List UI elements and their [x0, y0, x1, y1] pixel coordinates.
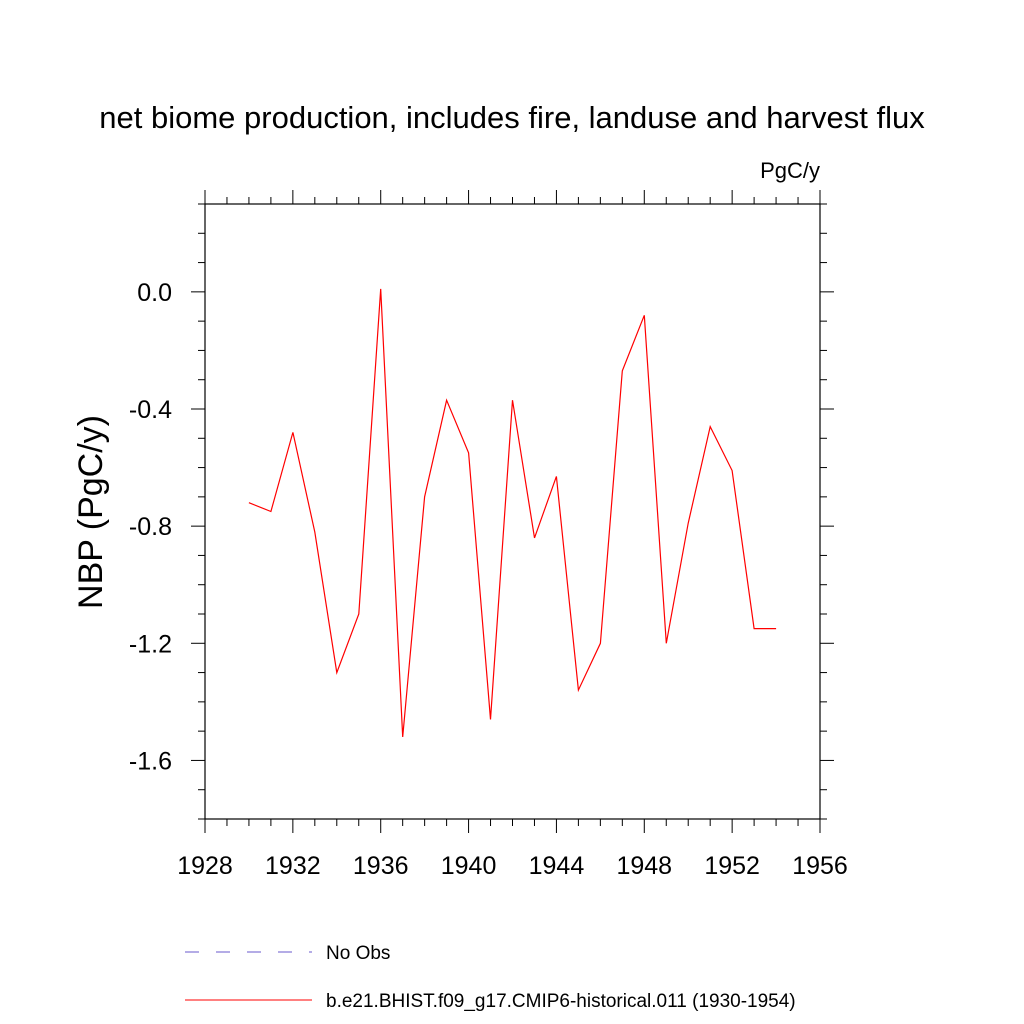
legend-label-1: No Obs: [326, 943, 390, 964]
axes: 1928 1932 1936 1940 1944 1948 1952 1956 -1.6 -1.2…: [129, 190, 848, 880]
data-point: [555, 475, 558, 478]
data-point: [247, 501, 250, 504]
legend: No Obs b.e21.BHIST.f09_g17.CMIP6-historic…: [185, 943, 796, 1012]
x-tick-label: 1948: [616, 852, 672, 880]
data-point: [665, 642, 668, 645]
data-point: [357, 613, 360, 616]
x-tick-label: 1932: [265, 852, 321, 880]
data-point: [489, 718, 492, 721]
x-tick-label: 1944: [529, 852, 585, 880]
y-tick-label: 0.0: [137, 279, 172, 307]
legend-label-2: b.e21.BHIST.f09_g17.CMIP6-historical.011…: [326, 991, 796, 1012]
data-point: [335, 671, 338, 674]
y-tick-label: -0.8: [129, 513, 172, 541]
data-point: [577, 689, 580, 692]
data-point: [511, 399, 514, 402]
x-tick-label: 1928: [177, 852, 233, 880]
y-tick-label: -1.2: [129, 630, 172, 658]
x-tick-label: 1936: [353, 852, 409, 880]
data-point: [379, 287, 382, 290]
x-tick-label: 1952: [704, 852, 760, 880]
data-point: [775, 627, 778, 630]
data-point: [401, 736, 404, 739]
data-point: [423, 495, 426, 498]
plot-frame: [204, 203, 821, 820]
data-point: [313, 531, 316, 534]
data-point: [467, 451, 470, 454]
units-label: PgC/y: [760, 158, 820, 183]
data-point: [643, 314, 646, 317]
data-point: [533, 536, 536, 539]
data-point: [731, 469, 734, 472]
series-group: [247, 287, 778, 739]
y-axis-label: NBP (PgC/y): [72, 415, 110, 609]
chart-title: net biome production, includes fire, lan…: [99, 100, 925, 135]
data-point: [709, 425, 712, 428]
x-tick-label: 1940: [441, 852, 497, 880]
data-point: [291, 431, 294, 434]
series-line: [248, 288, 777, 738]
x-tick-label: 1956: [792, 852, 848, 880]
data-point: [621, 369, 624, 372]
data-point: [687, 522, 690, 525]
y-tick-label: -1.6: [129, 747, 172, 775]
data-point: [753, 627, 756, 630]
data-point: [599, 642, 602, 645]
data-point: [269, 510, 272, 513]
data-point: [445, 399, 448, 402]
y-tick-label: -0.4: [129, 396, 172, 424]
